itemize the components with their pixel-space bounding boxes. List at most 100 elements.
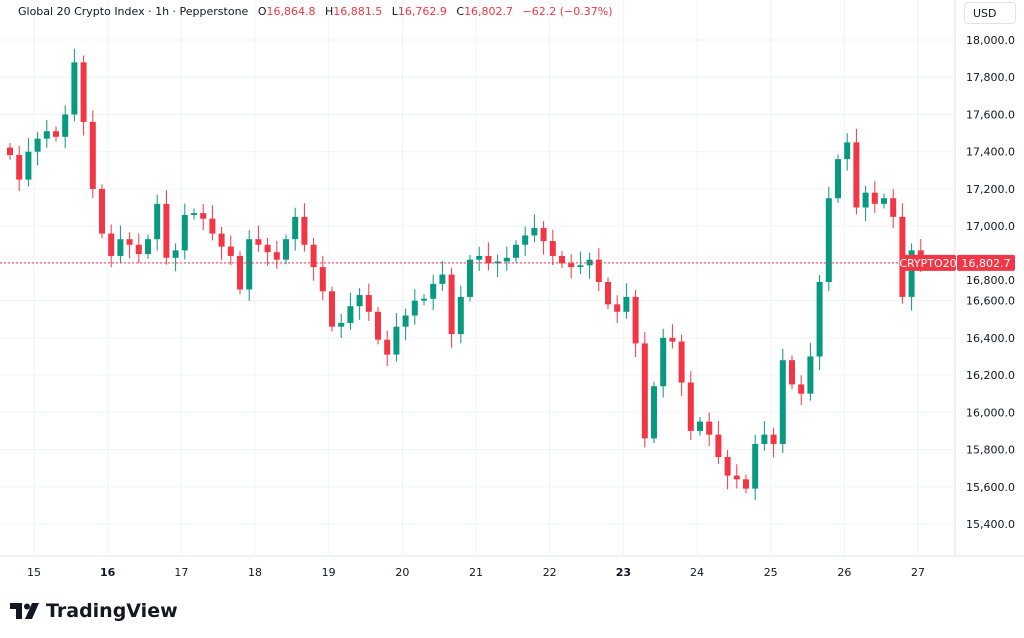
candle-body bbox=[522, 235, 529, 245]
candle-body bbox=[853, 142, 860, 208]
candle-body bbox=[816, 282, 823, 357]
candle-body bbox=[402, 315, 409, 327]
time-tick-label: 22 bbox=[543, 566, 557, 579]
candle-body bbox=[80, 62, 87, 122]
price-chart[interactable]: 15,400.0 15,600.0 15,800.0 16,000.0 16,200.0… bbox=[0, 0, 1024, 590]
price-tag-value: 16,802.7 bbox=[962, 257, 1011, 270]
candle-body bbox=[292, 216, 299, 240]
candle-body bbox=[71, 62, 78, 115]
candle-body bbox=[62, 114, 69, 137]
candle-body bbox=[384, 339, 391, 355]
candle-body bbox=[678, 341, 685, 383]
candle-body bbox=[825, 198, 832, 282]
candle-body bbox=[862, 192, 869, 208]
candle-body bbox=[411, 300, 418, 316]
candle-body bbox=[733, 475, 740, 480]
candle-body bbox=[623, 296, 630, 312]
candle-body bbox=[439, 274, 446, 284]
price-tick-label: 16,000.0 bbox=[966, 406, 1015, 419]
candle-body bbox=[890, 198, 897, 217]
candle-body bbox=[770, 434, 777, 444]
candle-body bbox=[724, 456, 731, 476]
price-axis[interactable]: 15,400.0 15,600.0 15,800.0 16,000.0 16,200.0… bbox=[966, 34, 1015, 531]
candle-body bbox=[669, 337, 676, 342]
time-axis[interactable]: 15 16 17 18 19 20 21 22 23 24 25 26 27 bbox=[27, 566, 925, 579]
price-tick-label: 15,600.0 bbox=[966, 481, 1015, 494]
tradingview-logo[interactable]: TradingView bbox=[10, 600, 178, 622]
candle-body bbox=[871, 192, 878, 204]
candle-body bbox=[255, 239, 262, 245]
time-tick-label: 18 bbox=[248, 566, 262, 579]
candle-body bbox=[7, 147, 13, 156]
candle-body bbox=[99, 188, 105, 234]
candle-body bbox=[614, 304, 621, 312]
time-tick-label: 17 bbox=[174, 566, 188, 579]
candle-body bbox=[715, 434, 722, 457]
candle-body bbox=[835, 159, 841, 199]
candle-body bbox=[660, 337, 667, 387]
time-tick-label: 26 bbox=[837, 566, 851, 579]
candle-body bbox=[641, 343, 648, 439]
price-tick-label: 15,800.0 bbox=[966, 444, 1015, 457]
candle-body bbox=[467, 259, 473, 297]
candle-body bbox=[163, 203, 170, 258]
candle-body bbox=[172, 250, 179, 258]
price-tick-label: 17,200.0 bbox=[966, 183, 1015, 196]
candle-body bbox=[457, 296, 464, 335]
price-tick-label: 16,800.0 bbox=[966, 274, 1015, 287]
high-label: H bbox=[324, 5, 334, 18]
candle-body bbox=[531, 228, 538, 236]
candle-body bbox=[393, 326, 400, 355]
candle-body bbox=[329, 291, 335, 327]
time-tick-label: 27 bbox=[911, 566, 925, 579]
candle-body bbox=[798, 384, 805, 394]
candle-body bbox=[117, 239, 124, 256]
candle-body bbox=[761, 434, 768, 444]
candle-body bbox=[53, 131, 59, 137]
candle-body bbox=[16, 155, 23, 180]
low-value: 16,762.9 bbox=[397, 5, 447, 18]
candle-body bbox=[881, 198, 887, 204]
candle-body bbox=[430, 283, 437, 299]
candle-body bbox=[807, 356, 814, 394]
currency-button[interactable]: USD bbox=[964, 2, 1016, 24]
candle-body bbox=[697, 421, 703, 431]
price-tick-label: 15,400.0 bbox=[966, 518, 1015, 531]
candle-body bbox=[145, 239, 151, 255]
price-tick-label: 16,600.0 bbox=[966, 295, 1015, 308]
candle-body bbox=[779, 360, 786, 444]
price-tick-label: 17,000.0 bbox=[966, 220, 1015, 233]
candle-body bbox=[632, 296, 639, 344]
candle-body bbox=[89, 121, 96, 189]
candle-body bbox=[319, 267, 326, 292]
symbol-legend: Global 20 Crypto Index · 1h · Pepperston… bbox=[18, 5, 613, 18]
symbol-tag-bg bbox=[900, 254, 956, 271]
candle-body bbox=[687, 382, 694, 431]
change-value: −62.2 (−0.37%) bbox=[522, 5, 613, 18]
time-tick-label: 15 bbox=[27, 566, 41, 579]
low-label: L bbox=[391, 5, 398, 18]
close-label: C bbox=[456, 5, 465, 18]
time-tick-label: 19 bbox=[322, 566, 336, 579]
candle-body bbox=[503, 257, 510, 262]
open-value: 16,864.8 bbox=[266, 5, 316, 18]
candle-body bbox=[154, 203, 161, 240]
candle-body bbox=[375, 311, 381, 340]
candle-body bbox=[200, 213, 207, 219]
price-tag: CRYPTO20 16,802.7 bbox=[899, 254, 1015, 271]
grid-lines bbox=[0, 0, 1024, 557]
time-tick-label: 23 bbox=[616, 566, 631, 579]
time-tick-label: 16 bbox=[100, 566, 116, 579]
brand-name: TradingView bbox=[46, 600, 178, 622]
candle-body bbox=[908, 250, 915, 297]
candle-body bbox=[338, 322, 345, 327]
time-tick-label: 20 bbox=[395, 566, 409, 579]
candle-body bbox=[421, 298, 427, 301]
candle-body bbox=[706, 421, 713, 435]
candle-body bbox=[743, 479, 749, 489]
candle-body bbox=[448, 274, 455, 335]
candle-body bbox=[605, 282, 611, 305]
high-value: 16,881.5 bbox=[333, 5, 383, 18]
candle-body bbox=[25, 151, 32, 180]
price-tick-label: 16,200.0 bbox=[966, 369, 1015, 382]
